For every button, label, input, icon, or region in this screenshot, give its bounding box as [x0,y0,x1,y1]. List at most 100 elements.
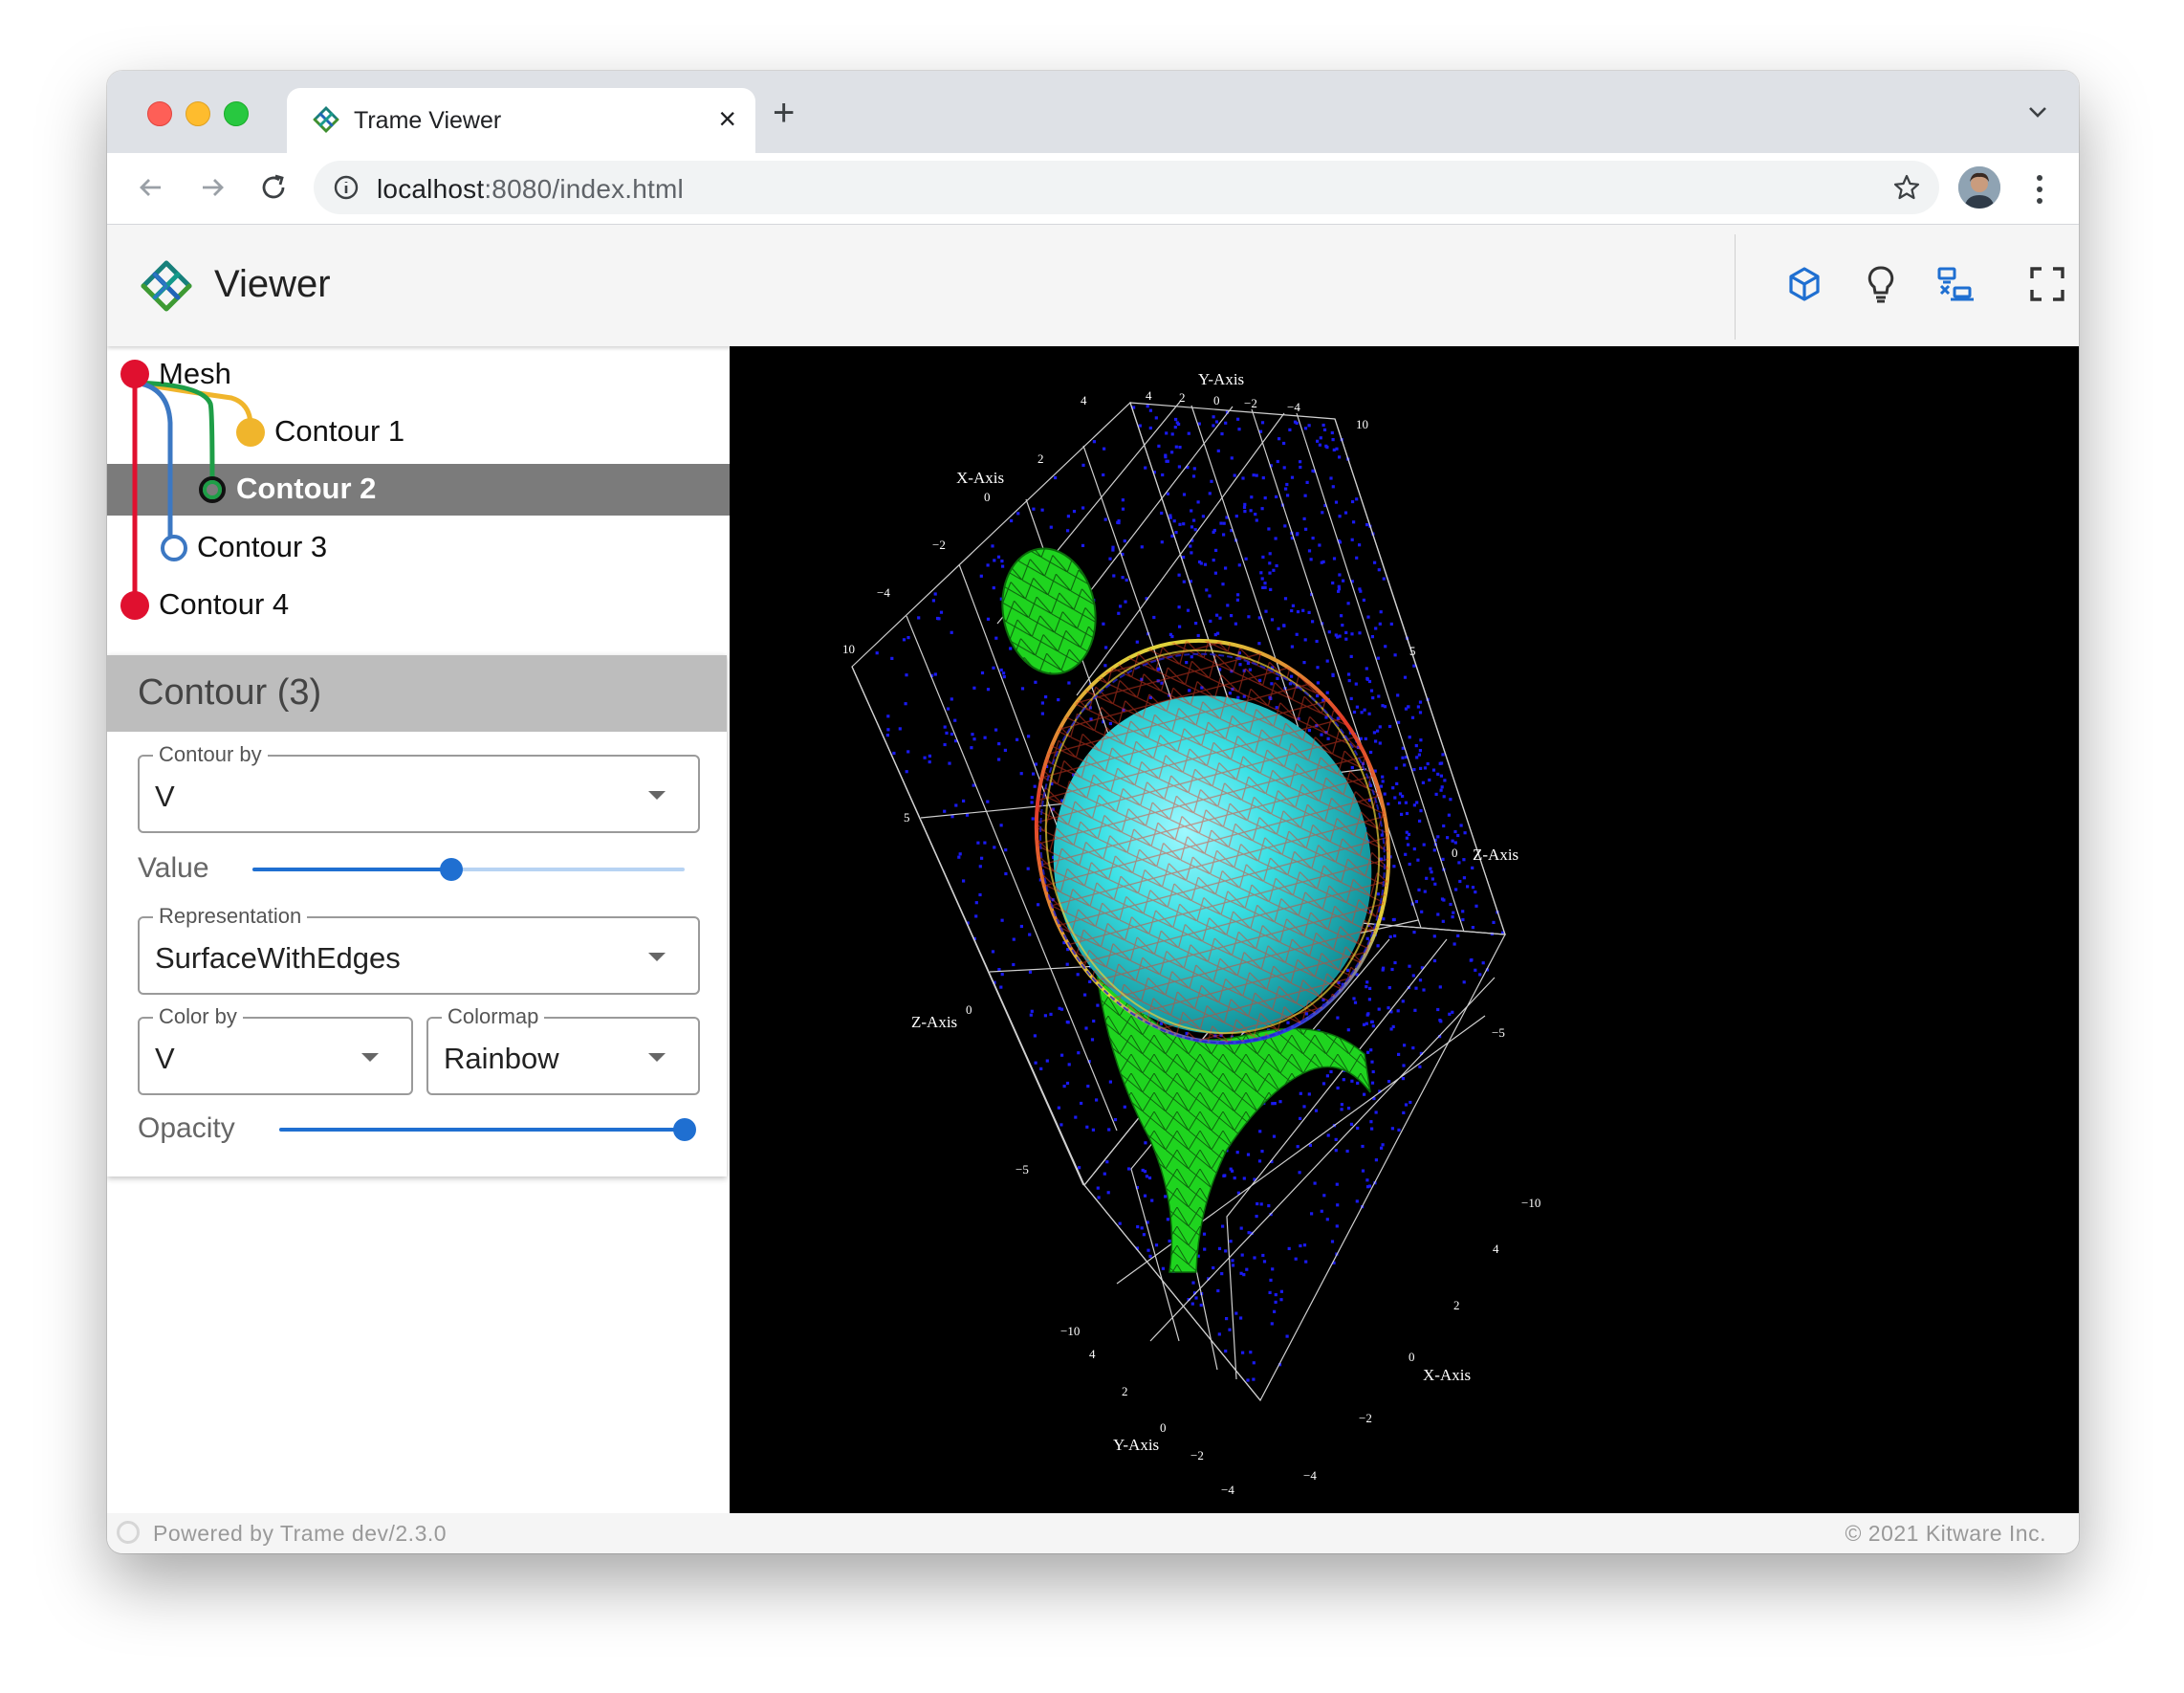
point-marker [1170,432,1174,436]
minimize-window-button[interactable] [186,101,210,126]
point-marker [1160,540,1164,544]
point-marker [1147,1248,1150,1252]
point-marker [1177,422,1181,427]
value-slider-thumb[interactable] [439,858,463,881]
point-marker [1402,1064,1406,1067]
point-marker [957,855,961,859]
point-marker [1417,888,1421,891]
point-marker [1390,1127,1394,1131]
point-marker [1370,1081,1375,1085]
point-marker [1362,598,1365,602]
bookmark-star-icon[interactable] [1891,172,1922,203]
point-marker [875,651,879,655]
point-marker [1187,431,1190,435]
point-marker [1331,581,1335,585]
pipeline-item-mesh[interactable]: Mesh [159,357,231,390]
forward-arrow-icon[interactable] [193,168,231,207]
opacity-slider-label: Opacity [138,1112,235,1144]
point-marker [1470,958,1474,962]
point-marker [1298,1171,1301,1175]
point-marker [1308,1143,1312,1147]
point-marker [1381,780,1385,783]
point-marker [1377,1007,1381,1011]
point-marker [1418,819,1422,823]
point-marker [1222,533,1226,537]
tab-close-button[interactable]: × [718,101,736,136]
point-marker [1111,548,1115,552]
profile-avatar[interactable] [1958,166,2000,209]
point-marker [1325,1218,1329,1221]
maximize-window-button[interactable] [224,101,249,126]
address-bar[interactable]: localhost:8080/index.html [314,161,1939,214]
point-marker [1401,1077,1405,1081]
value-slider[interactable] [252,858,685,881]
point-marker [1166,459,1169,463]
reload-icon[interactable] [254,168,293,207]
point-marker [1458,879,1462,884]
tab-search-chevron-icon[interactable] [2025,99,2050,124]
color-by-select[interactable]: Color by V [138,1004,413,1095]
point-marker [1372,1096,1376,1101]
point-marker [1334,500,1339,504]
point-marker [1367,712,1371,715]
point-marker [1243,510,1247,514]
point-marker [1355,1199,1359,1203]
colormap-select[interactable]: Colormap Rainbow [426,1004,700,1095]
point-marker [1267,527,1271,531]
browser-menu-icon[interactable] [2035,170,2044,209]
opacity-slider[interactable] [279,1118,696,1141]
point-marker [1397,1052,1401,1056]
point-marker [1387,986,1391,990]
point-marker [1241,1351,1245,1354]
point-marker [1148,408,1152,412]
point-marker [1403,763,1407,767]
site-info-icon[interactable] [333,174,360,201]
point-marker [1003,748,1007,752]
close-window-button[interactable] [147,101,172,126]
remote-local-icon[interactable] [1933,261,1979,307]
point-marker [954,803,958,807]
point-marker [1208,594,1212,598]
pipeline-item-contour-3[interactable]: Contour 3 [197,530,328,563]
point-marker [1010,518,1014,523]
point-marker [1331,485,1335,489]
point-marker [1429,867,1432,870]
point-marker [1225,516,1229,519]
point-marker [1448,1012,1452,1016]
point-marker [1471,926,1474,930]
render-viewport[interactable]: Y-Axis 4 2 0 −2 −4 4 2 X-Axis 0 −2 −4 10… [730,346,2079,1513]
point-marker [1302,1243,1307,1247]
point-marker [1318,543,1321,547]
cube-icon[interactable] [1781,261,1827,307]
fullscreen-icon[interactable] [2024,261,2070,307]
point-marker [1412,847,1416,851]
point-marker [1322,1194,1326,1198]
point-marker [1113,1118,1118,1122]
point-marker [1474,904,1478,908]
user-avatar-icon [1958,166,2000,209]
pipeline-item-contour-1[interactable]: Contour 1 [274,414,405,448]
point-marker [1247,1231,1251,1235]
browser-tab[interactable]: Trame Viewer × [287,88,755,153]
back-arrow-icon[interactable] [132,168,170,207]
3d-scene[interactable]: Y-Axis 4 2 0 −2 −4 4 2 X-Axis 0 −2 −4 10… [730,346,2079,1513]
point-marker [1419,738,1423,742]
point-marker [1362,1022,1366,1026]
point-marker [1212,559,1215,562]
tick-label: 0 [984,490,991,504]
point-marker [1033,1034,1037,1038]
pipeline-item-contour-2[interactable]: Contour 2 [236,472,377,505]
contour-by-select[interactable]: Contour by V [138,742,700,833]
point-marker [1346,1107,1351,1110]
new-tab-button[interactable]: + [773,92,796,134]
point-marker [1415,801,1419,804]
representation-select[interactable]: Representation SurfaceWithEdges [138,904,700,995]
point-marker [1143,1170,1147,1174]
point-marker [1307,424,1311,428]
point-marker [1270,1159,1274,1164]
lightbulb-icon[interactable] [1858,261,1904,307]
opacity-slider-thumb[interactable] [673,1118,696,1141]
point-marker [1177,573,1181,577]
pipeline-item-contour-4[interactable]: Contour 4 [159,587,290,621]
point-marker [1397,720,1401,724]
